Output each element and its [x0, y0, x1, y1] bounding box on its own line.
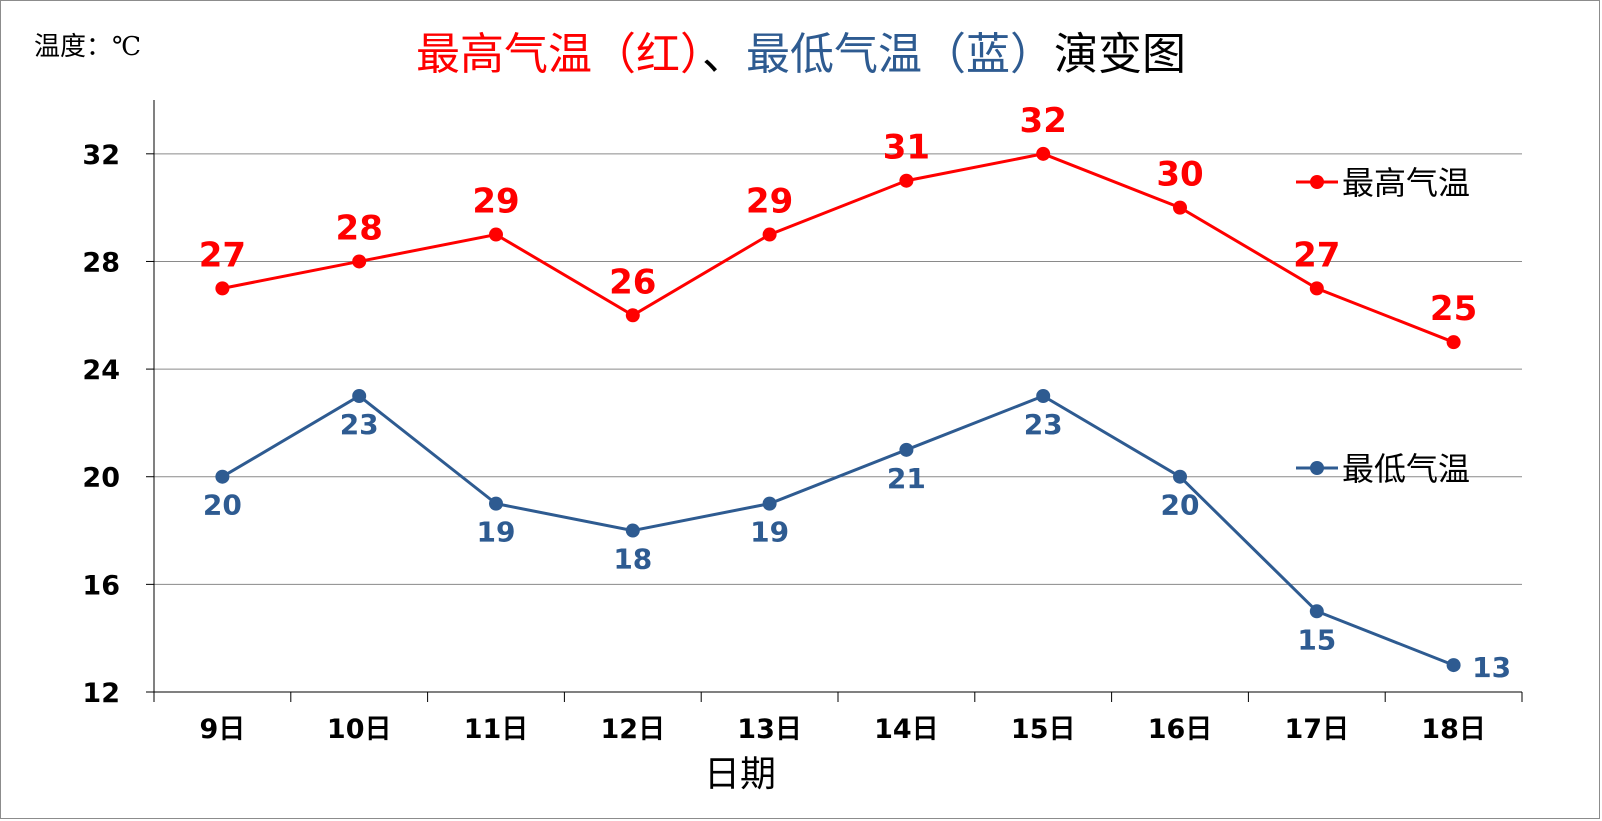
- legend-label: 最高气温: [1342, 164, 1470, 202]
- data-label: 18: [613, 543, 652, 576]
- data-point: [762, 227, 777, 242]
- axes: 12 16 20 24 28 32 9日 10日 11日 12日 13日 14日 15日 16日 17日 18…: [82, 100, 1523, 745]
- data-point: [1309, 281, 1324, 296]
- x-tick-label: 18日: [1421, 714, 1486, 745]
- data-point: [1173, 200, 1187, 215]
- legend-label: 最低气温: [1342, 450, 1470, 488]
- gridlines: [154, 153, 1522, 585]
- series-group: 27 28 29 26 29 31 32 30 27 25 20 23 19 18 19 21 23 20 15 13: [199, 101, 1511, 684]
- data-label: 20: [203, 489, 242, 522]
- x-tick-label: 15日: [1011, 714, 1076, 745]
- data-point: [625, 523, 640, 538]
- data-point: [489, 227, 503, 242]
- data-label: 27: [1293, 235, 1340, 275]
- data-label: 23: [340, 408, 379, 441]
- title-part-separator: 、: [702, 29, 746, 80]
- title-part-suffix: 演变图: [1054, 29, 1186, 80]
- data-point: [489, 496, 503, 511]
- data-label: 13: [1472, 651, 1511, 684]
- data-point: [899, 173, 914, 188]
- data-label: 28: [336, 208, 383, 248]
- legend-marker: [1310, 461, 1324, 475]
- data-point: [762, 496, 777, 511]
- data-label: 29: [746, 182, 793, 222]
- data-point: [215, 281, 230, 296]
- title-part-low: 最低气温（蓝）: [746, 29, 1054, 80]
- series-line-0: [222, 152, 1455, 344]
- data-label: 19: [750, 516, 789, 549]
- title-part-high: 最高气温（红）: [416, 29, 702, 80]
- data-point: [625, 308, 640, 323]
- legend-marker: [1310, 175, 1324, 189]
- data-label: 15: [1297, 623, 1336, 656]
- y-tick-label: 32: [82, 140, 120, 171]
- x-tick-label: 13日: [737, 714, 802, 745]
- data-point: [1309, 604, 1324, 619]
- data-label: 27: [199, 235, 246, 275]
- y-unit-label: 温度：℃: [34, 32, 142, 62]
- data-label: 19: [477, 516, 516, 549]
- x-tick-label: 16日: [1148, 714, 1213, 745]
- data-point: [352, 254, 367, 269]
- y-tick-label: 20: [82, 463, 120, 494]
- x-tick-label: 10日: [327, 714, 392, 745]
- data-label: 30: [1156, 155, 1203, 195]
- data-label: 31: [883, 128, 930, 168]
- data-point: [1036, 146, 1051, 161]
- y-tick-label: 16: [82, 570, 120, 601]
- data-point: [1446, 658, 1461, 673]
- data-point: [1446, 335, 1461, 350]
- data-label: 21: [887, 462, 926, 495]
- x-tick-label: 17日: [1285, 714, 1350, 745]
- data-label: 23: [1024, 408, 1063, 441]
- data-point: [1036, 389, 1051, 403]
- data-point: [899, 442, 914, 457]
- y-tick-label: 12: [82, 678, 120, 709]
- data-label: 29: [472, 182, 519, 222]
- data-label: 32: [1020, 101, 1067, 141]
- data-point: [1173, 469, 1187, 484]
- y-tick-label: 28: [82, 247, 120, 278]
- x-axis-title: 日期: [704, 754, 776, 795]
- chart-title: 最高气温（红）、最低气温（蓝）演变图: [0, 18, 1602, 82]
- x-tick-label: 9日: [200, 714, 246, 745]
- x-tick-label: 12日: [601, 714, 666, 745]
- x-tick-label: 11日: [464, 714, 529, 745]
- data-label: 20: [1161, 489, 1200, 522]
- y-tick-label: 24: [82, 355, 120, 386]
- x-tick-label: 14日: [874, 714, 939, 745]
- data-point: [352, 389, 367, 403]
- series-line-1: [221, 394, 1455, 667]
- data-label: 26: [609, 262, 656, 302]
- data-point: [215, 469, 230, 484]
- data-label: 25: [1430, 289, 1477, 329]
